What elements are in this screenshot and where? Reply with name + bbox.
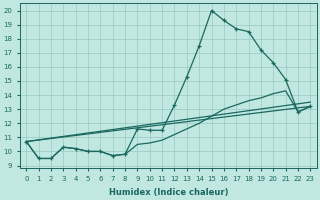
X-axis label: Humidex (Indice chaleur): Humidex (Indice chaleur): [108, 188, 228, 197]
